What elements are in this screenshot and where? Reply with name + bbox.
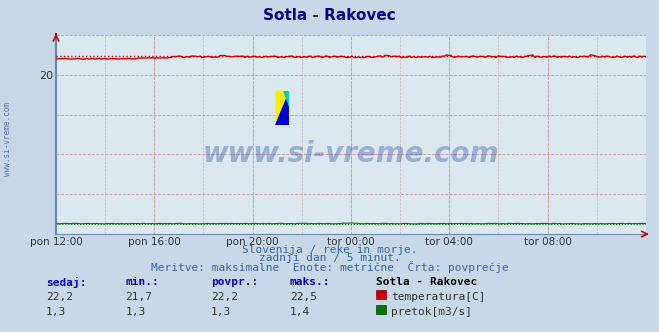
Text: 21,7: 21,7 bbox=[125, 292, 152, 302]
Text: www.si-vreme.com: www.si-vreme.com bbox=[203, 140, 499, 168]
Text: pretok[m3/s]: pretok[m3/s] bbox=[391, 307, 473, 317]
Text: temperatura[C]: temperatura[C] bbox=[391, 292, 486, 302]
Text: 1,3: 1,3 bbox=[125, 307, 146, 317]
Text: 1,4: 1,4 bbox=[290, 307, 310, 317]
Text: 22,2: 22,2 bbox=[46, 292, 73, 302]
Text: 1,3: 1,3 bbox=[211, 307, 231, 317]
Text: 1,3: 1,3 bbox=[46, 307, 67, 317]
Polygon shape bbox=[275, 91, 289, 124]
Text: Slovenija / reke in morje.: Slovenija / reke in morje. bbox=[242, 245, 417, 255]
Text: 22,2: 22,2 bbox=[211, 292, 238, 302]
Text: min.:: min.: bbox=[125, 277, 159, 287]
Text: Meritve: maksimalne  Enote: metrične  Črta: povprečje: Meritve: maksimalne Enote: metrične Črta… bbox=[151, 261, 508, 273]
Text: Sotla - Rakovec: Sotla - Rakovec bbox=[376, 277, 477, 287]
Polygon shape bbox=[283, 91, 289, 107]
Text: maks.:: maks.: bbox=[290, 277, 330, 287]
Text: 22,5: 22,5 bbox=[290, 292, 317, 302]
Text: zadnji dan / 5 minut.: zadnji dan / 5 minut. bbox=[258, 253, 401, 263]
Text: povpr.:: povpr.: bbox=[211, 277, 258, 287]
Text: sedaj:: sedaj: bbox=[46, 277, 86, 288]
Polygon shape bbox=[275, 91, 289, 124]
Text: www.si-vreme.com: www.si-vreme.com bbox=[3, 103, 13, 176]
Text: Sotla - Rakovec: Sotla - Rakovec bbox=[263, 8, 396, 23]
